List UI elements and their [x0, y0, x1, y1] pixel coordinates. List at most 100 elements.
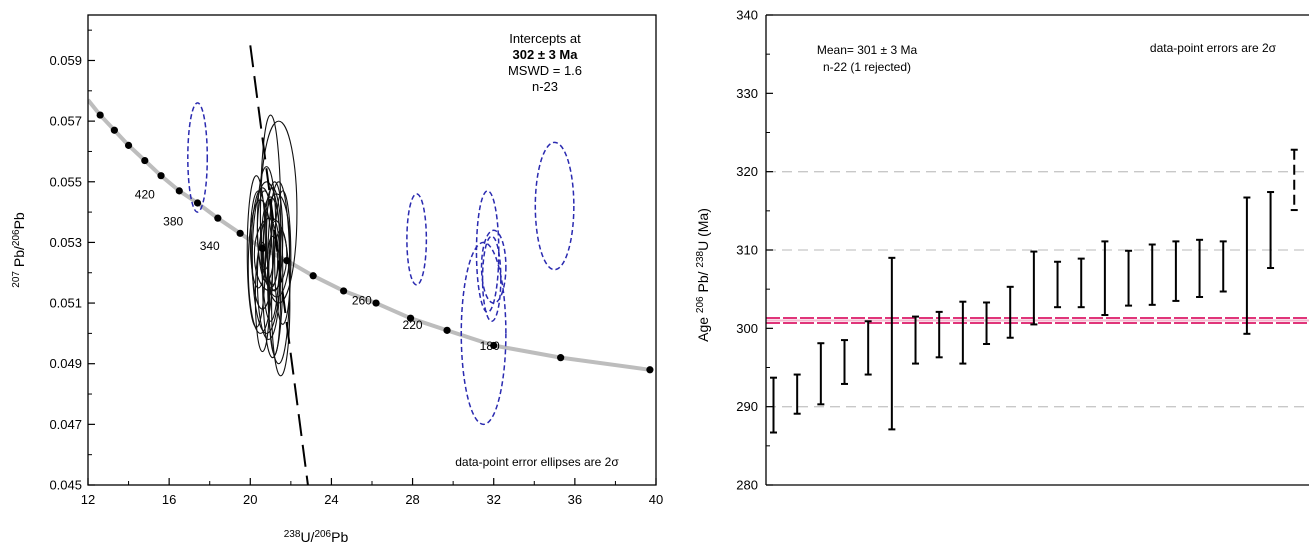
error-bar [1077, 257, 1085, 309]
concordia-point [443, 326, 451, 334]
concordia-point [141, 156, 149, 165]
intercepts-age: 302 ± 3 Ma [513, 47, 579, 62]
concordia-point [258, 244, 267, 253]
y-tick-label: 0.057 [49, 114, 82, 129]
age-label-380: 380 [163, 215, 183, 229]
error-bar [1148, 243, 1156, 306]
error-bar [864, 320, 872, 376]
error-bar [1054, 260, 1062, 309]
x-axis-label: 238U/206Pb [284, 529, 349, 545]
weighted-mean-plot-area [766, 148, 1309, 434]
rejected-ellipse [534, 141, 575, 271]
age-tick-label: 320 [736, 164, 758, 179]
age-label-260: 260 [352, 294, 372, 308]
concordia-age-labels: 420 380 340 260 220 180 [135, 187, 500, 353]
error-bars [770, 148, 1298, 434]
errors-footnote: data-point errors are 2σ [1150, 41, 1277, 55]
age-tick-label: 340 [736, 8, 758, 23]
error-bar [959, 300, 967, 365]
error-bar [1101, 240, 1109, 317]
discordia-line [249, 45, 309, 485]
concordia-point [214, 214, 222, 222]
concordia-point [557, 354, 565, 362]
x-tick-label: 20 [243, 492, 257, 507]
x-tick-label: 24 [324, 492, 338, 507]
concordia-point [110, 126, 118, 134]
x-tick-label: 28 [405, 492, 419, 507]
age-axis-ticks: 280 290 300 310 320 330 340 [736, 8, 773, 493]
concordia-point [175, 187, 183, 195]
accepted-ellipse [256, 166, 277, 283]
error-bar [983, 301, 991, 345]
error-bar [770, 376, 777, 434]
error-bar [888, 256, 896, 431]
accepted-ellipse [253, 217, 288, 292]
error-bar [1267, 191, 1275, 270]
y-tick-label: 0.053 [49, 235, 82, 250]
error-bar [1172, 240, 1180, 302]
rejected-ellipse [480, 229, 507, 304]
x-tick-label: 32 [486, 492, 500, 507]
concordia-plot-frame [87, 14, 657, 486]
rejected-ellipse [481, 235, 502, 323]
error-bar [1006, 285, 1014, 339]
error-bar [841, 339, 849, 385]
rejected-ellipse [475, 190, 500, 313]
concordia-point [193, 199, 202, 207]
error-bar [1219, 240, 1227, 293]
error-bar [1030, 250, 1038, 326]
y-tick-label: 0.047 [49, 417, 82, 432]
age-tick-label: 290 [736, 399, 758, 414]
concordia-point [646, 366, 654, 374]
y-axis-ticks: 0.045 0.047 0.049 0.051 0.053 0.055 0.057 0.059 [49, 29, 95, 493]
concordia-point [124, 141, 133, 149]
age-label-180: 180 [480, 339, 500, 353]
y-tick-label: 0.045 [49, 478, 82, 493]
error-bar [912, 315, 920, 365]
rejected-error-bar [1290, 148, 1298, 212]
mean-band [766, 317, 1309, 324]
n-rejected: n-22 (1 rejected) [823, 60, 911, 74]
weighted-mean-chart: 280 290 300 310 320 330 340 Mean= 301 ± 3 Ma n… [695, 8, 1309, 493]
concordia-point [283, 257, 291, 265]
age-label-340: 340 [200, 239, 220, 253]
accepted-ellipse [254, 241, 271, 353]
x-tick-label: 40 [649, 492, 663, 507]
error-bar [1243, 196, 1251, 335]
age-tick-label: 280 [736, 478, 758, 493]
x-tick-label: 12 [81, 492, 95, 507]
error-bar [1196, 238, 1204, 298]
error-bar [793, 373, 801, 415]
accepted-ellipse [249, 190, 268, 289]
y-axis-label: 207 Pb/206Pb [11, 212, 27, 288]
grid-lines [766, 171, 1309, 408]
rejected-ellipse [406, 193, 428, 286]
concordia-point [340, 287, 348, 295]
rejected-ellipses [187, 102, 575, 426]
concordia-point [309, 272, 317, 280]
accepted-ellipse [246, 175, 267, 328]
x-axis-ticks: 12 16 20 24 28 32 36 40 [81, 478, 663, 507]
mswd-value: MSWD = 1.6 [508, 63, 582, 78]
rejected-ellipse [460, 241, 507, 426]
age-label-420: 420 [135, 187, 155, 201]
concordia-point [372, 299, 380, 307]
y-tick-label: 0.049 [49, 356, 82, 371]
ellipse-footnote: data-point error ellipses are 2σ [455, 455, 619, 469]
age-tick-label: 310 [736, 243, 758, 258]
concordia-curve [88, 98, 651, 372]
concordia-point [490, 341, 498, 350]
age-tick-label: 300 [736, 321, 758, 336]
age-label-220: 220 [403, 318, 423, 332]
y-tick-label: 0.059 [49, 53, 82, 68]
x-tick-label: 36 [568, 492, 582, 507]
concordia-annotation: Intercepts at 302 ± 3 Ma MSWD = 1.6 n-23 [508, 31, 582, 94]
concordia-age-points [96, 111, 654, 374]
accepted-ellipse [259, 114, 282, 322]
age-tick-label: 330 [736, 86, 758, 101]
error-bar [935, 310, 943, 359]
accepted-ellipse [251, 181, 282, 334]
n-count: n-23 [532, 79, 558, 94]
intercepts-title: Intercepts at [509, 31, 581, 46]
